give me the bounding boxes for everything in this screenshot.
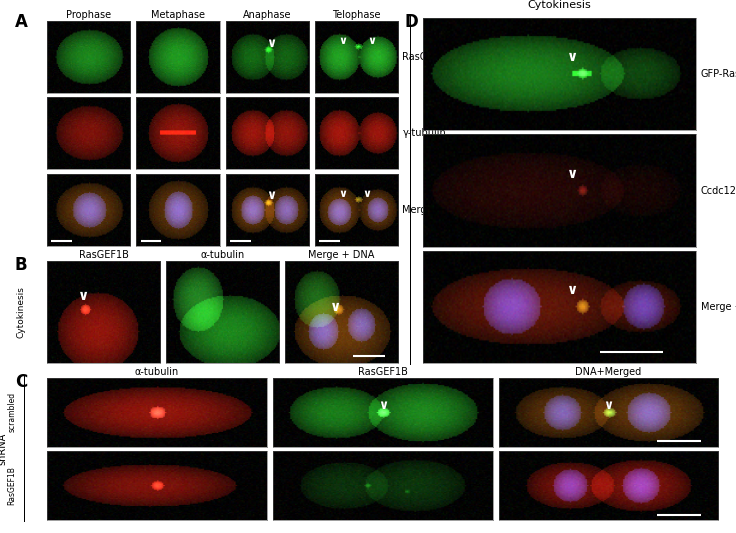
Text: Merge+DNA: Merge+DNA [403,205,462,215]
Title: Merge + DNA: Merge + DNA [308,250,375,260]
Text: GFP-RasGEF1B: GFP-RasGEF1B [701,69,736,79]
Text: γ-tubulin: γ-tubulin [403,128,446,138]
Text: Merge + DNA: Merge + DNA [701,302,736,312]
Text: ∨: ∨ [378,399,388,412]
Text: B: B [15,256,27,274]
Title: α-tubulin: α-tubulin [135,367,179,377]
Title: Prophase: Prophase [66,10,111,20]
Text: Cytokinesis: Cytokinesis [17,286,26,338]
Text: ∨: ∨ [567,50,578,64]
Text: Cytokinesis: Cytokinesis [528,0,591,10]
Text: ∨: ∨ [266,189,277,201]
Title: α-tubulin: α-tubulin [200,250,245,260]
Text: ∨: ∨ [338,189,347,199]
Title: Telophase: Telophase [332,10,381,20]
Text: RasGEF1B: RasGEF1B [7,466,16,505]
Text: ∨: ∨ [367,36,376,46]
Text: RasGEF1B: RasGEF1B [403,52,452,62]
Text: ∨: ∨ [266,37,277,51]
Text: A: A [15,13,27,31]
Text: ∨: ∨ [362,189,371,199]
Text: ∨: ∨ [567,283,578,297]
Text: ∨: ∨ [567,167,578,181]
Text: scrambled: scrambled [7,392,16,432]
Text: ∨: ∨ [330,300,342,314]
Text: shRNA: shRNA [0,433,7,465]
Text: ∨: ∨ [604,399,614,412]
Text: ∨: ∨ [78,289,89,303]
Text: C: C [15,373,27,391]
Title: DNA+Merged: DNA+Merged [576,367,642,377]
Text: D: D [405,13,419,31]
Title: RasGEF1B: RasGEF1B [358,367,408,377]
Text: Ccdc124: Ccdc124 [701,185,736,196]
Title: RasGEF1B: RasGEF1B [79,250,129,260]
Title: Metaphase: Metaphase [151,10,205,20]
Text: ∨: ∨ [338,36,347,46]
Title: Anaphase: Anaphase [243,10,291,20]
